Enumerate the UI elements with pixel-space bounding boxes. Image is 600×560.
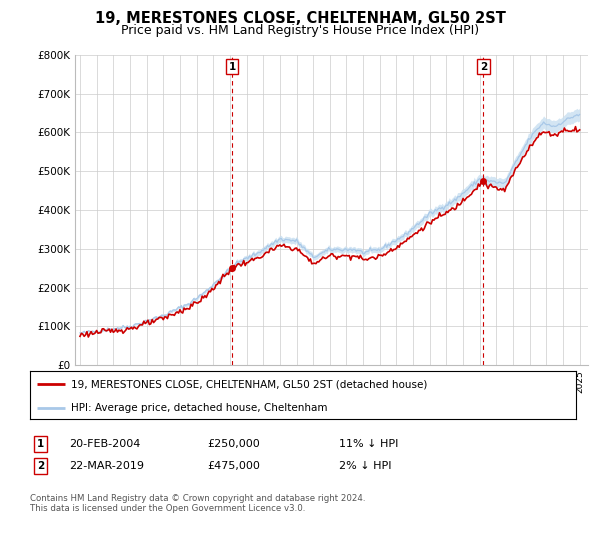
Text: 19, MERESTONES CLOSE, CHELTENHAM, GL50 2ST: 19, MERESTONES CLOSE, CHELTENHAM, GL50 2… xyxy=(95,11,505,26)
Text: 2% ↓ HPI: 2% ↓ HPI xyxy=(339,461,391,471)
Text: 20-FEB-2004: 20-FEB-2004 xyxy=(69,439,140,449)
Text: £250,000: £250,000 xyxy=(207,439,260,449)
Text: HPI: Average price, detached house, Cheltenham: HPI: Average price, detached house, Chel… xyxy=(71,403,328,413)
Text: 1: 1 xyxy=(229,62,236,72)
Text: 11% ↓ HPI: 11% ↓ HPI xyxy=(339,439,398,449)
Text: 22-MAR-2019: 22-MAR-2019 xyxy=(69,461,144,471)
Text: 2: 2 xyxy=(37,461,44,471)
Text: 19, MERESTONES CLOSE, CHELTENHAM, GL50 2ST (detached house): 19, MERESTONES CLOSE, CHELTENHAM, GL50 2… xyxy=(71,379,427,389)
Text: 2: 2 xyxy=(480,62,487,72)
Text: £475,000: £475,000 xyxy=(207,461,260,471)
Text: Price paid vs. HM Land Registry's House Price Index (HPI): Price paid vs. HM Land Registry's House … xyxy=(121,24,479,36)
Text: Contains HM Land Registry data © Crown copyright and database right 2024.
This d: Contains HM Land Registry data © Crown c… xyxy=(30,494,365,514)
Text: 1: 1 xyxy=(37,439,44,449)
